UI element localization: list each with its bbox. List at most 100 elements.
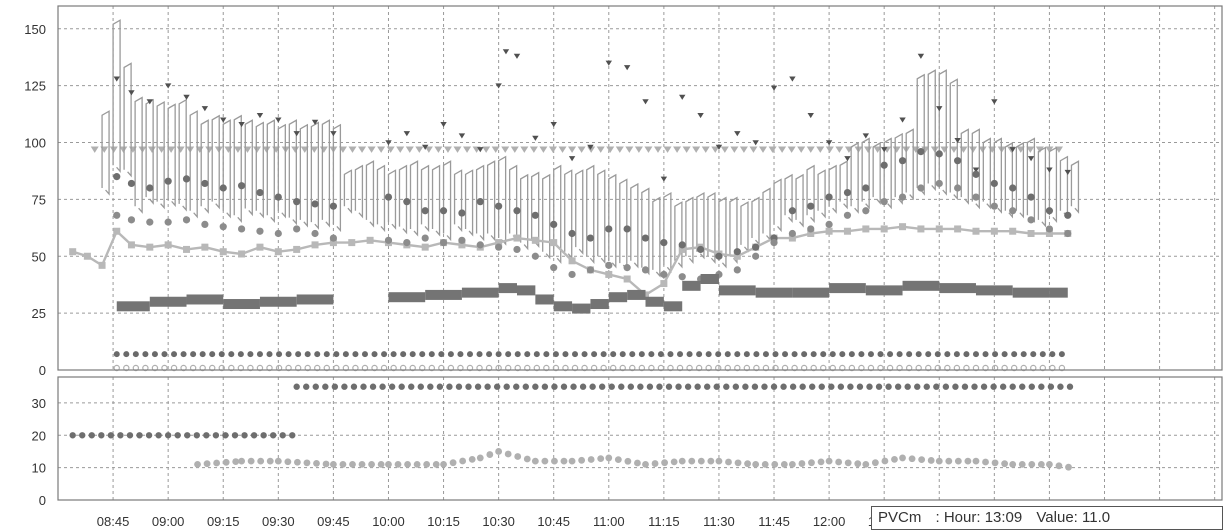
constant-dot-point — [963, 351, 970, 358]
constant-dot-point — [428, 351, 435, 358]
reference-triangle-marker — [759, 146, 768, 153]
reference-triangle-marker — [415, 146, 424, 153]
x-tick-label: 09:00 — [152, 514, 185, 529]
dark-dot-point — [513, 207, 521, 215]
square-bar-segment — [608, 292, 628, 303]
range-box — [696, 191, 705, 260]
range-box — [167, 103, 176, 208]
triangle-marker — [330, 131, 337, 137]
top-panel-frame — [57, 5, 1223, 371]
range-box — [542, 173, 551, 260]
bottom-light-dot-point — [257, 457, 265, 465]
value-tooltip: PVCm : Hour: 13:09 Value: 11.0 — [871, 506, 1223, 530]
dark-dot-point — [127, 179, 136, 188]
reference-triangle-marker — [319, 146, 328, 153]
range-box — [244, 119, 253, 217]
light-series-point — [293, 245, 301, 253]
constant-dot-point — [256, 351, 263, 358]
bottom-dark-dot-point — [155, 432, 162, 439]
bottom-dark-dot-point — [866, 383, 873, 390]
square-bar-segment — [535, 294, 554, 305]
constant-dot-point — [171, 351, 178, 358]
reference-triangle-marker — [568, 146, 577, 153]
triangle-marker — [220, 117, 227, 123]
constant-dot-point — [848, 351, 855, 358]
y-tick-label: 125 — [24, 79, 46, 94]
bottom-dark-dot-point — [818, 383, 825, 390]
dark-dot-point — [843, 188, 852, 197]
bottom-dark-dot-point — [732, 383, 740, 390]
constant-dot-point — [371, 351, 378, 358]
reference-triangle-marker — [701, 146, 710, 153]
bottom-light-dot-point — [891, 455, 898, 463]
light-series-point — [733, 252, 741, 260]
bottom-light-dot-point — [1055, 462, 1063, 470]
bottom-light-dot-point — [678, 457, 686, 465]
bottom-dark-dot-point — [723, 383, 730, 390]
bottom-dark-dot-point — [222, 432, 229, 439]
reference-triangle-marker — [424, 146, 433, 153]
range-box — [1004, 141, 1014, 219]
bottom-dark-dot-point — [398, 383, 405, 390]
constant-dot-point — [944, 351, 951, 358]
bottom-light-dot-point — [1018, 460, 1026, 468]
constant-dot-point — [734, 351, 741, 358]
reference-triangle-marker — [358, 146, 367, 153]
bottom-light-dot-point — [541, 457, 549, 465]
bottom-dark-dot-point — [98, 432, 105, 439]
dark-dot-point — [476, 198, 484, 206]
dark-dot-point — [495, 202, 503, 210]
bottom-dark-dot-point — [761, 383, 768, 390]
bottom-light-dot-point — [232, 458, 240, 465]
bottom-light-dot-point — [551, 457, 558, 465]
triangle-marker — [917, 53, 925, 59]
triangle-marker — [844, 156, 851, 162]
bottom-light-dot-point — [339, 460, 347, 468]
bottom-light-dot-point — [1028, 460, 1036, 468]
bottom-dark-dot-point — [1057, 383, 1064, 390]
range-box — [597, 169, 606, 264]
bottom-dark-dot-point — [799, 383, 806, 390]
constant-dot-point — [495, 351, 502, 358]
light-series-point — [660, 280, 668, 288]
square-bar-segment — [553, 301, 573, 312]
constant-dot-point — [323, 351, 330, 358]
bottom-dark-dot-point — [350, 383, 358, 390]
reference-triangle-marker — [711, 146, 720, 153]
bottom-dark-dot-point — [1028, 383, 1035, 390]
square-bar-segment — [865, 285, 903, 296]
constant-dot-point — [543, 351, 550, 358]
mid-dot-point — [476, 241, 484, 249]
triangle-marker — [770, 85, 778, 91]
bottom-dark-dot-point — [117, 432, 124, 439]
bottom-light-dot-point — [486, 451, 494, 458]
constant-dot-point — [915, 351, 922, 358]
bottom-dark-dot-point — [885, 383, 892, 390]
mid-dot-point — [113, 211, 121, 219]
mid-dot-point — [990, 202, 998, 210]
bottom-dark-dot-point — [331, 383, 339, 390]
reference-triangle-marker — [634, 146, 643, 153]
mid-dot-point — [219, 223, 227, 231]
range-box — [1059, 155, 1069, 219]
bottom-dark-dot-point — [260, 432, 267, 439]
bottom-light-dot-point — [935, 457, 943, 465]
triangle-marker — [880, 147, 888, 153]
triangle-marker — [238, 122, 245, 128]
bottom-light-dot-point — [1037, 460, 1045, 468]
reference-triangle-marker — [653, 146, 662, 153]
light-series-point — [990, 227, 998, 235]
bottom-light-dot-point — [303, 459, 311, 467]
triangle-marker — [550, 122, 557, 128]
bottom-dark-dot-point — [828, 383, 835, 390]
reference-triangle-marker — [443, 146, 452, 153]
light-series-point — [825, 227, 833, 235]
reference-triangle-marker — [978, 146, 987, 153]
triangle-marker — [991, 99, 998, 105]
bottom-light-dot-point — [1046, 460, 1053, 468]
mid-dot-point — [329, 234, 337, 242]
bottom-light-dot-point — [991, 459, 999, 467]
range-box — [762, 187, 771, 242]
dark-dot-point — [1009, 184, 1017, 192]
triangle-marker — [256, 112, 264, 119]
